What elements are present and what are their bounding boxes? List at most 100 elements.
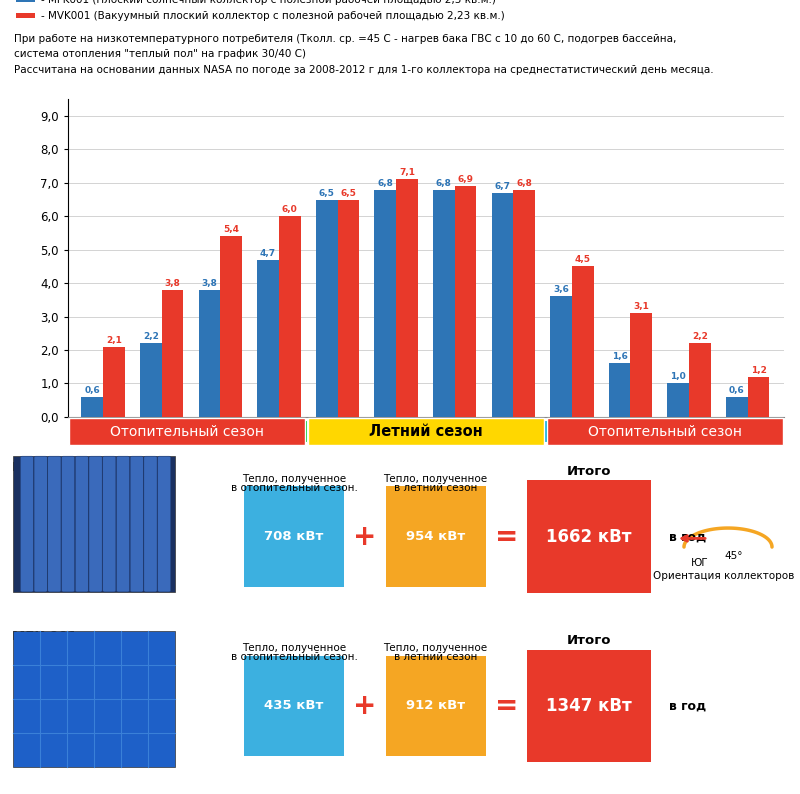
Text: 6,7: 6,7 bbox=[494, 182, 510, 191]
Text: 4,5: 4,5 bbox=[574, 256, 590, 264]
FancyBboxPatch shape bbox=[14, 630, 175, 767]
Bar bbox=[514, 190, 535, 417]
Text: 1662 кВт: 1662 кВт bbox=[546, 528, 632, 545]
Text: Тепло, полученное: Тепло, полученное bbox=[242, 473, 346, 484]
Bar bbox=[374, 190, 396, 417]
FancyBboxPatch shape bbox=[62, 456, 74, 592]
Bar bbox=[82, 397, 103, 417]
Text: март: март bbox=[206, 426, 234, 436]
FancyBboxPatch shape bbox=[69, 418, 306, 445]
Text: 1,6: 1,6 bbox=[612, 353, 627, 361]
Text: 6,0: 6,0 bbox=[282, 206, 298, 214]
FancyBboxPatch shape bbox=[75, 420, 131, 442]
FancyBboxPatch shape bbox=[89, 456, 102, 592]
Text: сентябрь: сентябрь bbox=[546, 426, 598, 437]
Text: 3,8: 3,8 bbox=[202, 279, 218, 287]
Text: 1347 кВт: 1347 кВт bbox=[546, 697, 632, 715]
Text: 954 кВт: 954 кВт bbox=[406, 530, 466, 543]
Bar bbox=[667, 384, 689, 417]
Bar bbox=[279, 216, 301, 417]
Text: в отопительный сезон.: в отопительный сезон. bbox=[230, 652, 358, 662]
FancyBboxPatch shape bbox=[193, 420, 248, 442]
Bar bbox=[103, 347, 125, 417]
Text: октябрь: октябрь bbox=[608, 426, 654, 437]
FancyBboxPatch shape bbox=[486, 420, 541, 442]
Bar bbox=[316, 199, 338, 417]
Text: 912 кВт: 912 кВт bbox=[406, 700, 465, 712]
FancyBboxPatch shape bbox=[368, 420, 424, 442]
Text: 6,5: 6,5 bbox=[341, 188, 356, 198]
Text: 6,8: 6,8 bbox=[516, 179, 532, 187]
Text: Тепло, полученное: Тепло, полученное bbox=[383, 643, 488, 653]
Text: 2,2: 2,2 bbox=[143, 333, 159, 341]
FancyBboxPatch shape bbox=[102, 456, 116, 592]
Text: Рассчитана на основании данных NASA по погоде за 2008-2012 г для 1-го коллектора: Рассчитана на основании данных NASA по п… bbox=[14, 65, 714, 75]
Text: Итого: Итого bbox=[567, 464, 611, 477]
Text: Ориентация коллекторов: Ориентация коллекторов bbox=[654, 572, 794, 581]
Bar bbox=[609, 364, 630, 417]
FancyBboxPatch shape bbox=[546, 418, 783, 445]
FancyBboxPatch shape bbox=[244, 656, 344, 756]
Text: май: май bbox=[326, 426, 348, 436]
FancyBboxPatch shape bbox=[158, 456, 171, 592]
FancyBboxPatch shape bbox=[310, 420, 366, 442]
Bar bbox=[17, 0, 34, 2]
FancyBboxPatch shape bbox=[48, 456, 61, 592]
Bar bbox=[550, 296, 572, 417]
Text: август: август bbox=[495, 426, 531, 436]
Text: 1,2: 1,2 bbox=[750, 366, 766, 375]
Text: 1,0: 1,0 bbox=[670, 372, 686, 381]
Text: При работе на низкотемпературного потребителя (Тколл. ср. =45 С - нагрев бака ГВ: При работе на низкотемпературного потреб… bbox=[14, 34, 677, 44]
Text: декабрь: декабрь bbox=[724, 426, 771, 437]
FancyBboxPatch shape bbox=[20, 456, 34, 592]
Text: - MFK001 (Плоский солнечный коллектор с полезной рабочей площадью 2,3 кв.м.): - MFK001 (Плоский солнечный коллектор с … bbox=[41, 0, 496, 5]
Text: +: + bbox=[353, 692, 377, 720]
FancyBboxPatch shape bbox=[386, 487, 486, 587]
FancyBboxPatch shape bbox=[134, 420, 190, 442]
Text: в год: в год bbox=[669, 700, 706, 712]
FancyBboxPatch shape bbox=[527, 649, 651, 762]
Text: ЮГ: ЮГ bbox=[691, 557, 709, 568]
FancyBboxPatch shape bbox=[544, 420, 600, 442]
Text: 5,4: 5,4 bbox=[223, 225, 239, 234]
Text: в отопительный сезон.: в отопительный сезон. bbox=[230, 483, 358, 492]
Text: 6,8: 6,8 bbox=[378, 179, 394, 187]
Text: 6,9: 6,9 bbox=[458, 175, 474, 184]
Text: - MVK001 (Вакуумный плоский коллектор с полезной рабочей площадью 2,23 кв.м.): - MVK001 (Вакуумный плоский коллектор с … bbox=[41, 11, 505, 21]
Text: в летний сезон: в летний сезон bbox=[394, 652, 478, 662]
Text: апрель: апрель bbox=[258, 426, 299, 436]
Bar bbox=[689, 343, 710, 417]
FancyBboxPatch shape bbox=[144, 456, 157, 592]
Text: в летний сезон: в летний сезон bbox=[394, 483, 478, 492]
Text: 7,1: 7,1 bbox=[399, 168, 415, 178]
Text: Тепло, полученное: Тепло, полученное bbox=[242, 643, 346, 653]
Bar bbox=[198, 290, 220, 417]
Text: в год: в год bbox=[669, 530, 706, 543]
FancyBboxPatch shape bbox=[386, 656, 486, 756]
Bar bbox=[396, 179, 418, 417]
Bar bbox=[572, 267, 594, 417]
Bar bbox=[258, 260, 279, 417]
Text: 6,8: 6,8 bbox=[436, 179, 452, 187]
FancyBboxPatch shape bbox=[662, 420, 717, 442]
Text: Тепло, полученное: Тепло, полученное bbox=[383, 473, 488, 484]
Text: 0,6: 0,6 bbox=[85, 386, 100, 395]
Text: 6,5: 6,5 bbox=[318, 188, 334, 198]
Text: MVK 001: MVK 001 bbox=[12, 461, 78, 474]
Text: 45°: 45° bbox=[724, 551, 742, 561]
FancyBboxPatch shape bbox=[427, 420, 482, 442]
Text: 3,8: 3,8 bbox=[165, 279, 181, 287]
Bar bbox=[726, 397, 748, 417]
Text: =: = bbox=[494, 522, 518, 551]
Text: +: + bbox=[353, 522, 377, 551]
FancyBboxPatch shape bbox=[251, 420, 306, 442]
Text: 2,2: 2,2 bbox=[692, 333, 708, 341]
Text: MFK 001: MFK 001 bbox=[12, 630, 77, 643]
FancyBboxPatch shape bbox=[602, 420, 658, 442]
Text: июль: июль bbox=[440, 426, 470, 436]
Bar bbox=[17, 13, 34, 18]
Bar bbox=[454, 186, 476, 417]
FancyBboxPatch shape bbox=[720, 420, 775, 442]
Text: Отопительный сезон: Отопительный сезон bbox=[110, 425, 264, 438]
Bar bbox=[338, 199, 359, 417]
